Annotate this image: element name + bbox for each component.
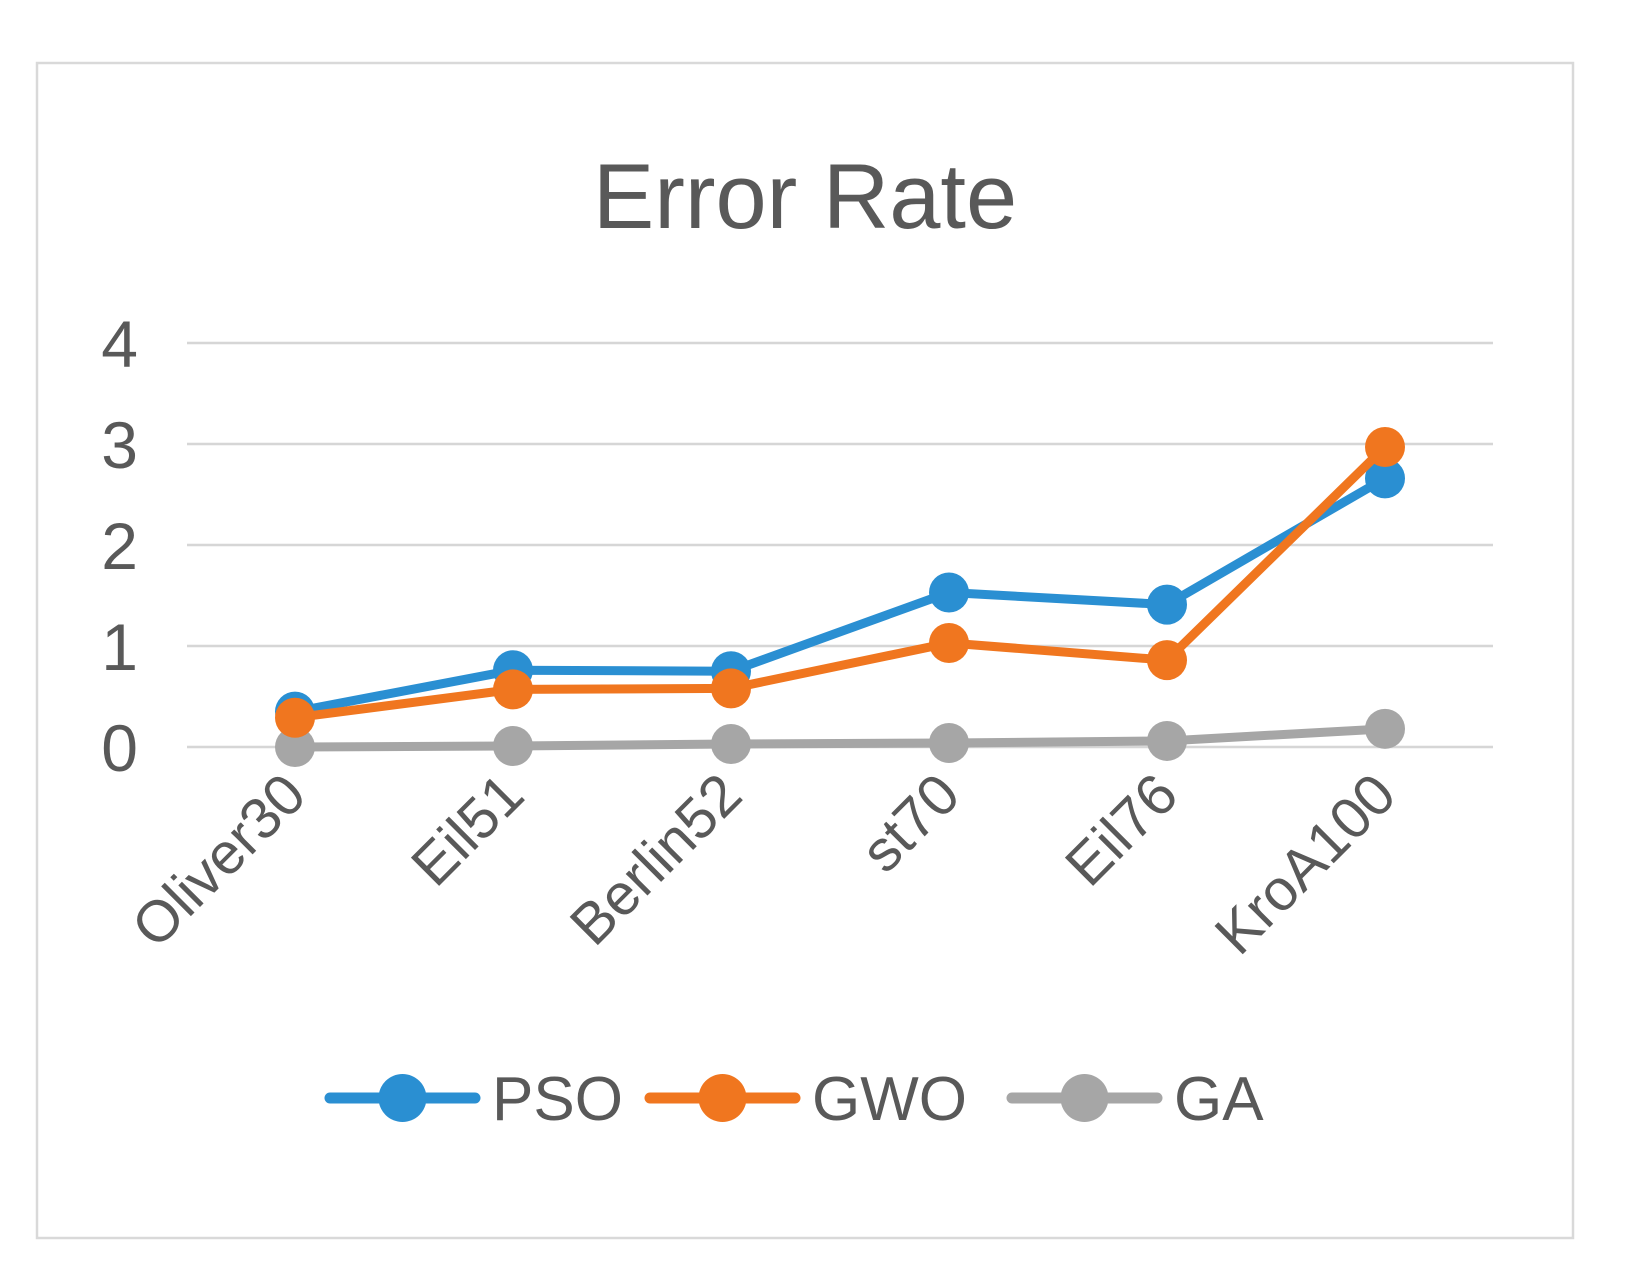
legend-marker-GWO [698, 1074, 747, 1122]
y-tick-label-4: 4 [101, 307, 138, 381]
series-line-GWO [290, 442, 1390, 723]
data-point-PSO-Eil76 [1147, 584, 1187, 625]
data-point-GWO-Eil51 [493, 669, 533, 710]
legend-label-GA: GA [1174, 1065, 1264, 1134]
data-point-GA-Eil76 [1147, 720, 1187, 761]
legend-item-GWO: GWO [644, 1065, 967, 1134]
legend-label-GWO: GWO [812, 1065, 967, 1134]
legend-item-PSO: PSO [324, 1065, 623, 1134]
legend-item-GA: GA [1006, 1065, 1264, 1134]
y-tick-label-0: 0 [101, 711, 138, 785]
y-tick-label-2: 2 [101, 509, 138, 583]
series-line-GA [290, 724, 1390, 752]
data-point-PSO-st70 [929, 572, 969, 613]
series-layer [275, 427, 1405, 767]
data-point-GWO-Eil76 [1147, 640, 1187, 681]
legend-marker-PSO [378, 1074, 427, 1122]
data-point-GA-KroA100 [1365, 708, 1405, 749]
series-GWO [275, 427, 1405, 738]
data-point-GWO-Oliver30 [275, 697, 315, 738]
data-point-GA-st70 [929, 722, 969, 763]
series-line-PSO [290, 473, 1390, 717]
y-axis-labels: 0 1 2 3 4 [101, 307, 138, 785]
data-point-GA-Eil51 [493, 725, 533, 766]
data-point-GWO-Berlin52 [711, 668, 751, 709]
legend: PSO GWO GA [324, 1065, 1264, 1134]
y-tick-label-3: 3 [101, 408, 138, 482]
data-point-GWO-KroA100 [1365, 427, 1405, 468]
legend-label-PSO: PSO [492, 1065, 623, 1134]
data-point-GA-Berlin52 [711, 723, 751, 764]
data-point-GWO-st70 [929, 622, 969, 663]
series-GA [275, 708, 1405, 767]
data-point-PSO-KroA100 [1365, 458, 1405, 499]
data-point-GA-Oliver30 [275, 727, 315, 767]
chart-title: Error Rate [593, 146, 1017, 248]
chart-frame-border [35, 61, 1575, 1240]
y-tick-label-1: 1 [101, 610, 138, 684]
legend-marker-GA [1060, 1074, 1109, 1122]
